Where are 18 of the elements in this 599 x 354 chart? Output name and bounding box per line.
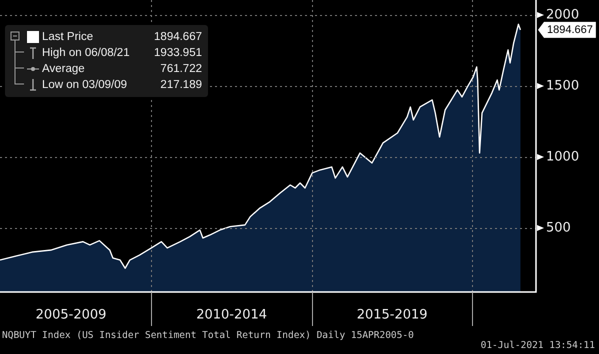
legend-label: Last Price — [42, 30, 94, 45]
y-tick-label: 1500 — [546, 78, 580, 94]
annotation: High on 06/08/21 — [42, 46, 130, 61]
annotation: Low on 03/09/09 — [42, 78, 128, 93]
y-tick-label: 2000 — [546, 7, 580, 22]
text: NQBUYT Index (US Insider Sentiment Total Return Index) Daily 15APR2005-0 — [2, 330, 414, 341]
x-tick-label: 2005-2009 — [36, 307, 106, 322]
y-tick-label: 1000 — [546, 149, 580, 164]
annotation: 1933.951 — [154, 46, 202, 61]
text: 01-Jul-2021 13:54:11 — [480, 340, 595, 351]
x-tick-label: 2015-2019 — [356, 307, 428, 322]
x-tick-label: 2010-2014 — [196, 307, 268, 322]
annotation: 1894.667 — [547, 24, 593, 36]
annotation: 761.722 — [160, 62, 202, 77]
annotation: 1894.667 — [154, 30, 202, 45]
y-tick-label: 500 — [546, 220, 571, 236]
annotation: 217.189 — [160, 78, 202, 93]
annotation: Average — [42, 62, 85, 77]
